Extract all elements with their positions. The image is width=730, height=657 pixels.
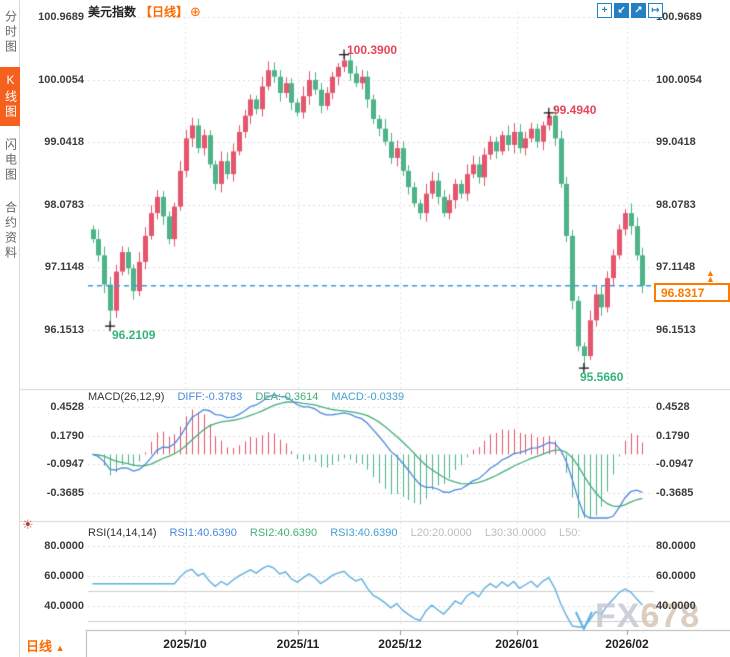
- rsi-tick-left: 80.0000: [44, 540, 84, 552]
- time-axis-label: 2026/01: [495, 637, 539, 651]
- price-tick-right: 96.1513: [656, 324, 696, 336]
- price-tick-left: 100.0054: [38, 74, 84, 86]
- rsi-l20-value: L20:20.0000: [410, 527, 472, 539]
- rsi-tick-left: 60.0000: [44, 570, 84, 582]
- chart-toolbar: + ↙ ↗ ↦: [597, 3, 663, 18]
- chart-title: 美元指数 【日线】 ⊕: [88, 3, 201, 20]
- sidebar-tab-contract-info[interactable]: 合约资料: [3, 201, 18, 261]
- macd-tick-left: -0.0947: [46, 458, 84, 470]
- price-tick-right: 98.0783: [656, 199, 696, 211]
- macd-hist-value: MACD:-0.0339: [331, 391, 405, 403]
- period-selector[interactable]: 日线 ▲: [26, 639, 65, 654]
- rsi-tick-left: 40.0000: [44, 600, 84, 612]
- price-tick-right: 100.0054: [656, 74, 702, 86]
- rsi-tick-right: 40.0000: [656, 600, 696, 612]
- chart-type-sidebar: 分时图 K线图 闪电图 合约资料: [0, 0, 20, 657]
- price-tick-left: 100.9689: [38, 11, 84, 23]
- macd-tick-left: 0.1790: [50, 430, 84, 442]
- pan-icon[interactable]: ↦: [648, 3, 663, 18]
- macd-tick-right: -0.3685: [656, 487, 694, 499]
- rsi2-value: RSI2:40.6390: [249, 527, 318, 539]
- price-tick-left: 97.1148: [44, 261, 84, 273]
- sidebar-tab-timeline[interactable]: 分时图: [3, 10, 18, 55]
- annotation-peak-high: 100.3900: [347, 43, 398, 57]
- annotation-bottom-low: 95.5660: [580, 370, 624, 384]
- rsi-l30-value: L30:30.0000: [484, 527, 546, 539]
- rsi-l50-value: L50:: [559, 527, 581, 539]
- price-tick-left: 98.0783: [44, 199, 84, 211]
- rsi1-value: RSI1:40.6390: [169, 527, 237, 539]
- macd-tick-left: 0.4528: [50, 401, 84, 413]
- dropdown-arrow-icon: ▲: [55, 643, 65, 653]
- price-tick-left: 96.1513: [44, 324, 84, 336]
- annotation-secondary-high: 99.4940: [553, 103, 597, 117]
- price-tick-right: 100.9689: [656, 11, 702, 23]
- time-axis-label: 2026/02: [605, 637, 649, 651]
- last-price-label: 96.8317: [654, 283, 730, 302]
- symbol-name: 美元指数: [88, 5, 137, 19]
- period-tag: 【日线】: [140, 5, 189, 19]
- time-axis-label: 2025/12: [378, 637, 422, 651]
- rsi3-value: RSI3:40.6390: [330, 527, 398, 539]
- macd-tick-right: -0.0947: [656, 458, 694, 470]
- annotation-early-low: 96.2109: [112, 328, 156, 342]
- macd-tick-right: 0.4528: [656, 401, 690, 413]
- macd-dea-value: DEA:-0.3614: [255, 391, 319, 403]
- sidebar-tab-candlestick[interactable]: K线图: [0, 67, 20, 126]
- rsi-tick-right: 80.0000: [656, 540, 696, 552]
- sidebar-tab-lightning[interactable]: 闪电图: [3, 138, 18, 183]
- macd-header: MACD(26,12,9) DIFF:-0.3783 DEA:-0.3614 M…: [88, 391, 414, 403]
- macd-diff-value: DIFF:-0.3783: [177, 391, 243, 403]
- price-tick-right: 97.1148: [656, 261, 696, 273]
- price-tick-right: 99.0418: [656, 136, 696, 148]
- rsi-tick-right: 60.0000: [656, 570, 696, 582]
- indicator-settings-icon[interactable]: ☀: [22, 517, 34, 532]
- price-up-arrows-icon: ▲ ▲: [706, 268, 715, 284]
- zoom-in-icon[interactable]: ↗: [631, 3, 646, 18]
- macd-tick-left: -0.3685: [46, 487, 84, 499]
- expand-icon[interactable]: ⊕: [190, 4, 201, 19]
- zoom-out-icon[interactable]: ↙: [614, 3, 629, 18]
- price-tick-left: 99.0418: [44, 136, 84, 148]
- rsi-params: RSI(14,14,14): [88, 527, 157, 539]
- fx678-watermark: FX678: [595, 597, 701, 635]
- crosshair-icon[interactable]: +: [597, 3, 612, 18]
- time-axis-label: 2025/10: [163, 637, 207, 651]
- time-axis-label: 2025/11: [276, 637, 320, 651]
- rsi-header: RSI(14,14,14) RSI1:40.6390 RSI2:40.6390 …: [88, 527, 590, 539]
- macd-tick-right: 0.1790: [656, 430, 690, 442]
- macd-params: MACD(26,12,9): [88, 391, 165, 403]
